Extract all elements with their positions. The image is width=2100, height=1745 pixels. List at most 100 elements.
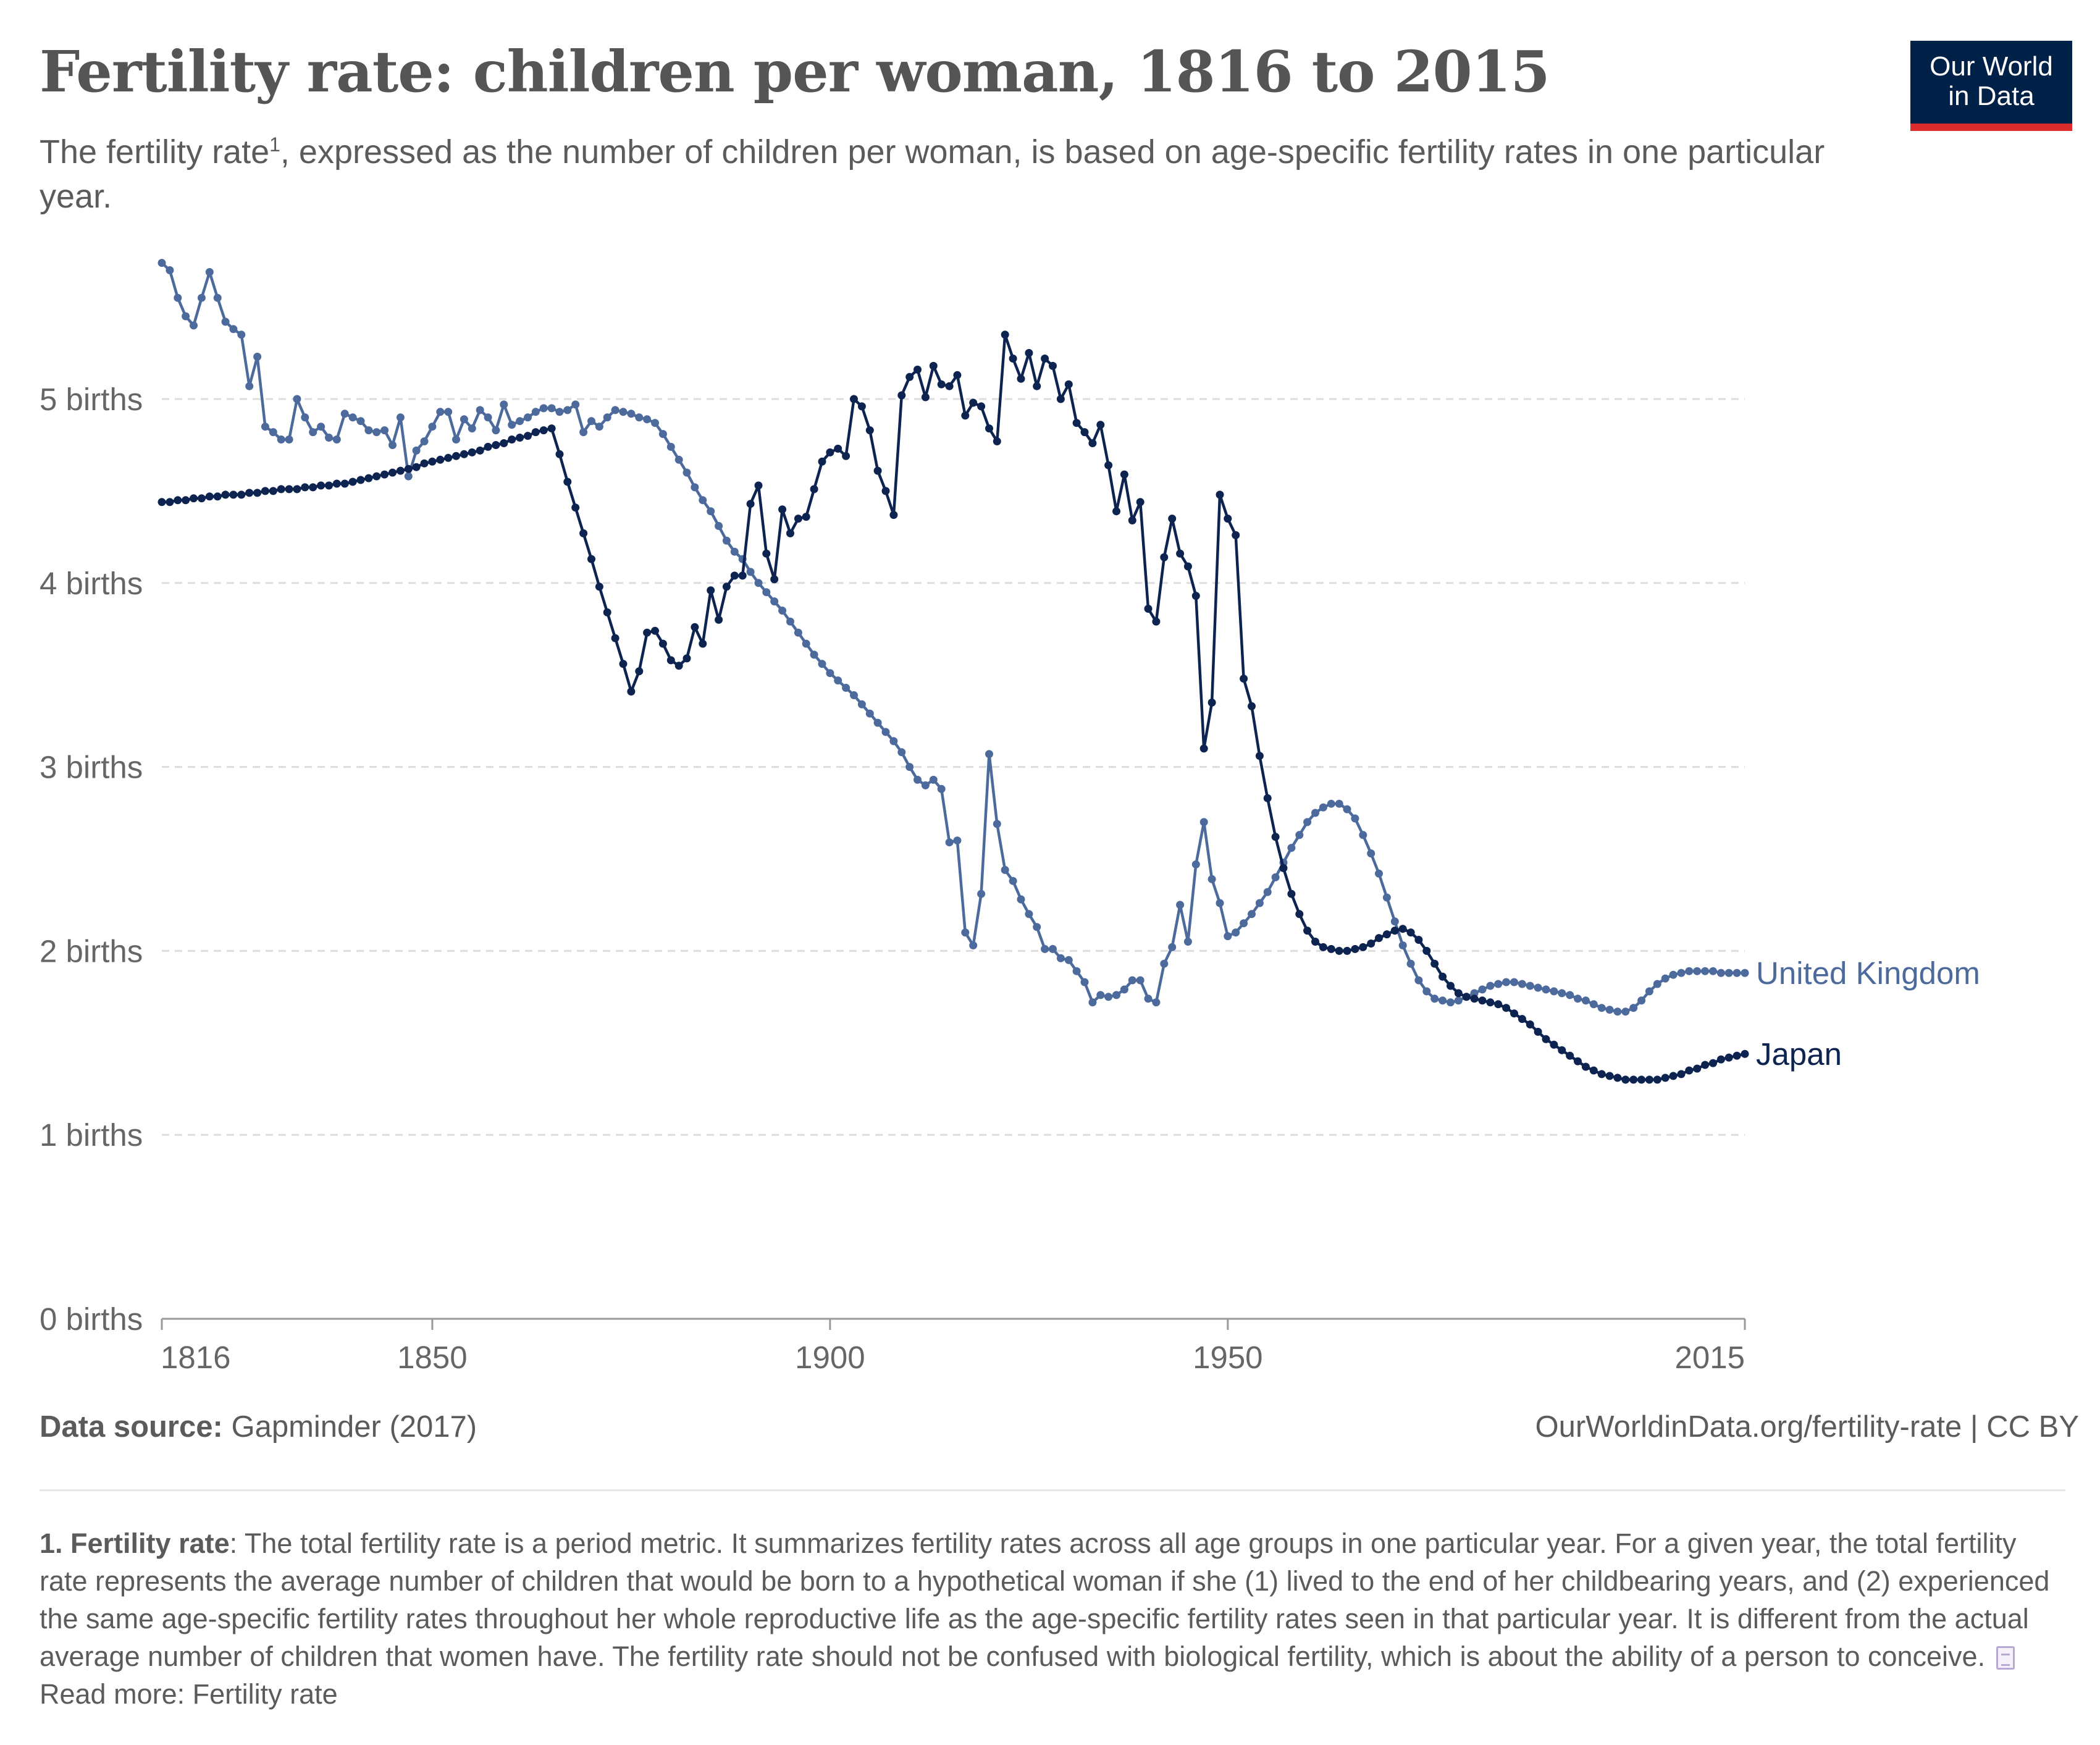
data-point[interactable]: [1367, 940, 1376, 948]
data-point[interactable]: [715, 522, 723, 530]
data-point[interactable]: [237, 330, 246, 339]
data-point[interactable]: [762, 549, 771, 558]
data-point[interactable]: [309, 483, 317, 492]
data-point[interactable]: [1645, 987, 1653, 996]
data-point[interactable]: [388, 441, 397, 449]
data-point[interactable]: [1199, 744, 1208, 753]
data-point[interactable]: [897, 391, 906, 400]
data-point[interactable]: [1041, 944, 1049, 953]
data-point[interactable]: [460, 450, 468, 458]
data-point[interactable]: [1454, 989, 1463, 998]
data-point[interactable]: [531, 408, 540, 416]
data-point[interactable]: [539, 404, 548, 413]
data-point[interactable]: [1287, 844, 1296, 852]
data-point[interactable]: [1597, 1004, 1606, 1012]
data-point[interactable]: [1248, 702, 1256, 710]
data-point[interactable]: [1430, 959, 1439, 968]
data-point[interactable]: [301, 483, 309, 492]
data-point[interactable]: [293, 395, 301, 403]
data-point[interactable]: [1558, 989, 1566, 998]
data-point[interactable]: [325, 481, 333, 490]
data-point[interactable]: [643, 628, 652, 637]
data-point[interactable]: [905, 372, 914, 381]
data-point[interactable]: [277, 435, 285, 444]
data-point[interactable]: [1518, 1015, 1526, 1024]
data-point[interactable]: [1669, 1072, 1678, 1080]
data-point[interactable]: [1232, 928, 1240, 937]
data-point[interactable]: [221, 317, 230, 326]
data-point[interactable]: [914, 365, 922, 374]
data-point[interactable]: [921, 781, 930, 789]
data-point[interactable]: [651, 419, 659, 427]
data-point[interactable]: [1335, 946, 1343, 955]
data-point[interactable]: [1414, 976, 1423, 985]
data-point[interactable]: [1120, 470, 1128, 479]
data-point[interactable]: [786, 529, 794, 537]
data-point[interactable]: [1199, 818, 1208, 826]
data-point[interactable]: [229, 325, 238, 334]
data-point[interactable]: [356, 476, 365, 484]
data-point[interactable]: [1478, 996, 1487, 1005]
data-point[interactable]: [1144, 994, 1153, 1003]
data-point[interactable]: [476, 446, 484, 455]
data-point[interactable]: [1605, 1072, 1614, 1080]
data-point[interactable]: [810, 650, 818, 659]
data-point[interactable]: [746, 568, 755, 576]
data-point[interactable]: [1096, 421, 1105, 429]
data-point[interactable]: [953, 836, 962, 845]
data-point[interactable]: [1232, 531, 1240, 539]
data-point[interactable]: [1709, 1059, 1717, 1067]
data-point[interactable]: [476, 406, 484, 414]
data-point[interactable]: [508, 435, 516, 444]
data-point[interactable]: [1152, 998, 1161, 1007]
data-point[interactable]: [1064, 956, 1073, 964]
data-point[interactable]: [1581, 996, 1590, 1005]
data-point[interactable]: [531, 428, 540, 437]
data-point[interactable]: [1168, 943, 1177, 951]
data-point[interactable]: [1550, 987, 1558, 996]
data-point[interactable]: [850, 395, 858, 403]
data-point[interactable]: [889, 511, 898, 519]
data-point[interactable]: [1542, 1035, 1550, 1043]
data-point[interactable]: [325, 434, 333, 442]
data-point[interactable]: [1335, 799, 1343, 808]
data-point[interactable]: [404, 465, 413, 473]
data-point[interactable]: [1112, 991, 1120, 999]
data-point[interactable]: [1160, 553, 1169, 561]
data-point[interactable]: [428, 457, 437, 466]
data-point[interactable]: [1359, 943, 1367, 951]
data-point[interactable]: [802, 513, 810, 521]
data-point[interactable]: [842, 452, 850, 460]
data-point[interactable]: [1049, 361, 1057, 370]
read-more-link[interactable]: Read more: Fertility rate: [40, 1678, 338, 1710]
data-source-text[interactable]: Gapminder (2017): [231, 1410, 477, 1444]
data-point[interactable]: [985, 424, 993, 433]
data-point[interactable]: [197, 293, 206, 302]
data-point[interactable]: [715, 615, 723, 624]
data-point[interactable]: [1494, 1000, 1503, 1009]
data-point[interactable]: [1526, 982, 1534, 990]
data-point[interactable]: [412, 463, 421, 471]
data-point[interactable]: [881, 728, 890, 736]
data-point[interactable]: [619, 408, 628, 416]
data-point[interactable]: [1136, 498, 1144, 507]
data-point[interactable]: [1327, 944, 1335, 953]
data-point[interactable]: [1136, 976, 1144, 985]
data-point[interactable]: [1319, 803, 1327, 812]
data-point[interactable]: [1009, 355, 1017, 363]
data-point[interactable]: [619, 660, 628, 668]
data-point[interactable]: [1120, 985, 1128, 994]
data-point[interactable]: [929, 361, 938, 370]
data-point[interactable]: [1279, 864, 1288, 872]
data-point[interactable]: [1033, 382, 1041, 390]
data-point[interactable]: [1470, 994, 1479, 1003]
data-point[interactable]: [1287, 889, 1296, 898]
data-point[interactable]: [1732, 1051, 1741, 1060]
data-point[interactable]: [579, 529, 588, 537]
data-point[interactable]: [1566, 1051, 1574, 1060]
data-point[interactable]: [587, 555, 595, 563]
data-point[interactable]: [364, 426, 373, 435]
data-point[interactable]: [1176, 901, 1185, 909]
data-point[interactable]: [1001, 865, 1009, 874]
data-point[interactable]: [261, 423, 269, 431]
